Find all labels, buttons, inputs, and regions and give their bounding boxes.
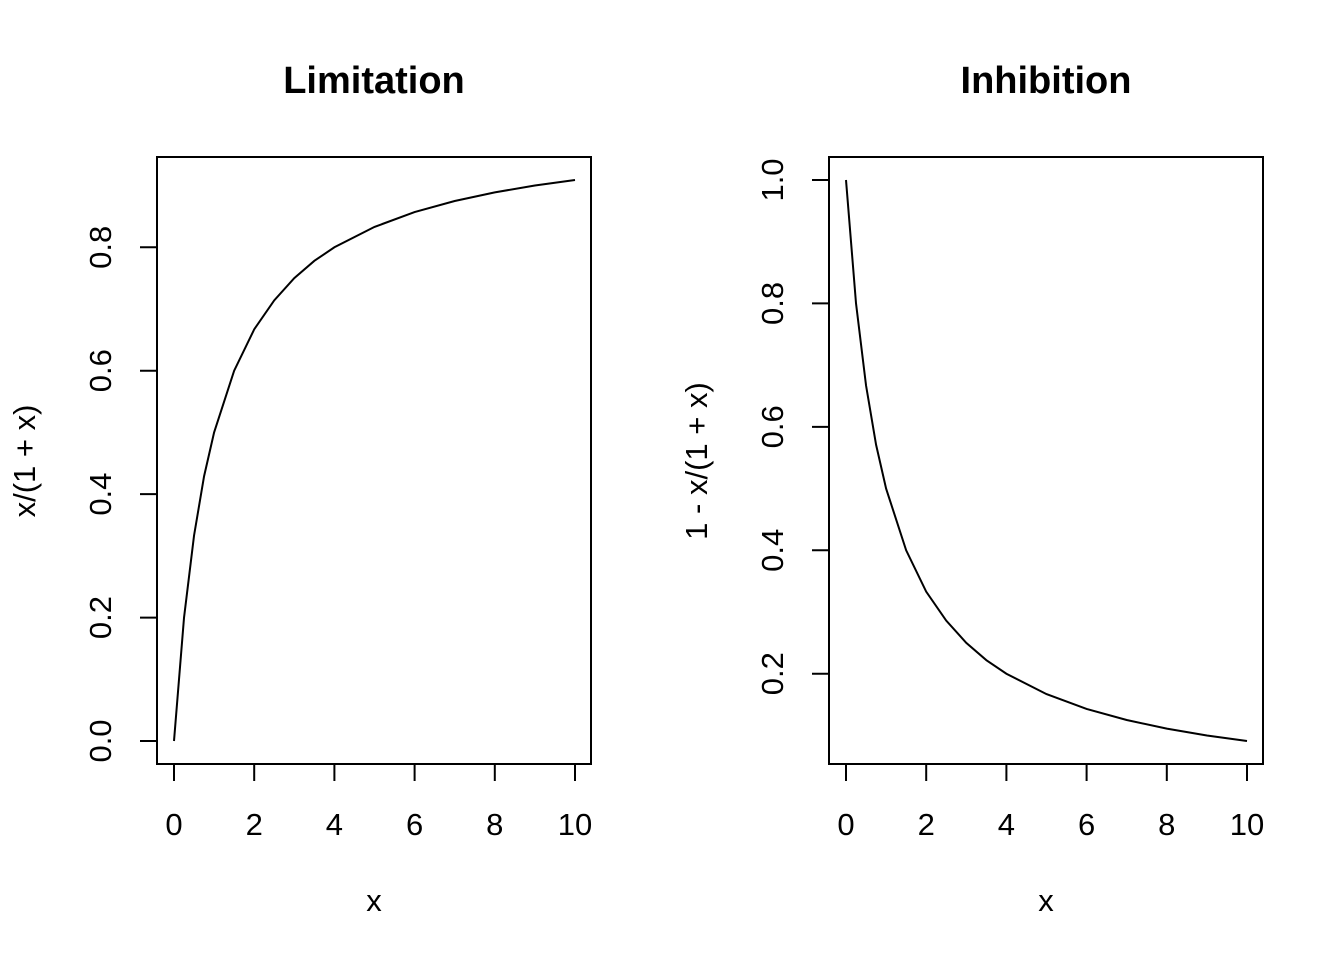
x-tick-label: 6 [406, 807, 423, 842]
x-axis-label: x [366, 883, 382, 918]
y-tick-label: 0.4 [83, 473, 118, 516]
x-axis-label: x [1038, 883, 1054, 918]
x-tick-label: 0 [165, 807, 182, 842]
y-tick-label: 0.2 [755, 652, 790, 695]
chart-title: Limitation [283, 60, 465, 102]
x-tick-label: 2 [246, 807, 263, 842]
y-tick-label: 0.8 [755, 282, 790, 325]
panel-limitation: Limitation x x/(1 + x) 0 2 4 6 8 10 0.0 0.2 0.4… [7, 60, 592, 918]
y-axis-label: x/(1 + x) [7, 405, 42, 518]
y-tick-label: 0.6 [83, 349, 118, 392]
y-axis: 0.0 0.2 0.4 0.6 0.8 [83, 226, 158, 763]
y-axis: 0.2 0.4 0.6 0.8 1.0 [755, 158, 830, 695]
series-line [173, 179, 576, 742]
x-tick-label: 4 [326, 807, 343, 842]
y-tick-label: 1.0 [755, 158, 790, 201]
x-tick-label: 8 [486, 807, 503, 842]
y-tick-label: 0.8 [83, 226, 118, 269]
y-tick-label: 0.6 [755, 405, 790, 448]
y-tick-label: 0.4 [755, 529, 790, 572]
chart-title: Inhibition [961, 60, 1132, 102]
y-tick-label: 0.2 [83, 596, 118, 639]
x-tick-label: 6 [1078, 807, 1095, 842]
series-line [845, 179, 1248, 742]
panel-inhibition: Inhibition x 1 - x/(1 + x) 0 2 4 6 8 10 0.20.… [679, 60, 1264, 918]
x-axis: 0 2 4 6 8 10 [837, 763, 1264, 842]
x-tick-label: 8 [1158, 807, 1175, 842]
x-axis: 0 2 4 6 8 10 [165, 763, 592, 842]
y-tick-label: 0.0 [83, 719, 118, 762]
plot-frame [828, 156, 1264, 765]
x-tick-label: 4 [998, 807, 1015, 842]
y-axis-label: 1 - x/(1 + x) [679, 382, 714, 540]
x-tick-label: 2 [918, 807, 935, 842]
x-tick-label: 0 [837, 807, 854, 842]
x-tick-label: 10 [1230, 807, 1264, 842]
x-tick-label: 10 [558, 807, 592, 842]
plot-frame [156, 156, 592, 765]
